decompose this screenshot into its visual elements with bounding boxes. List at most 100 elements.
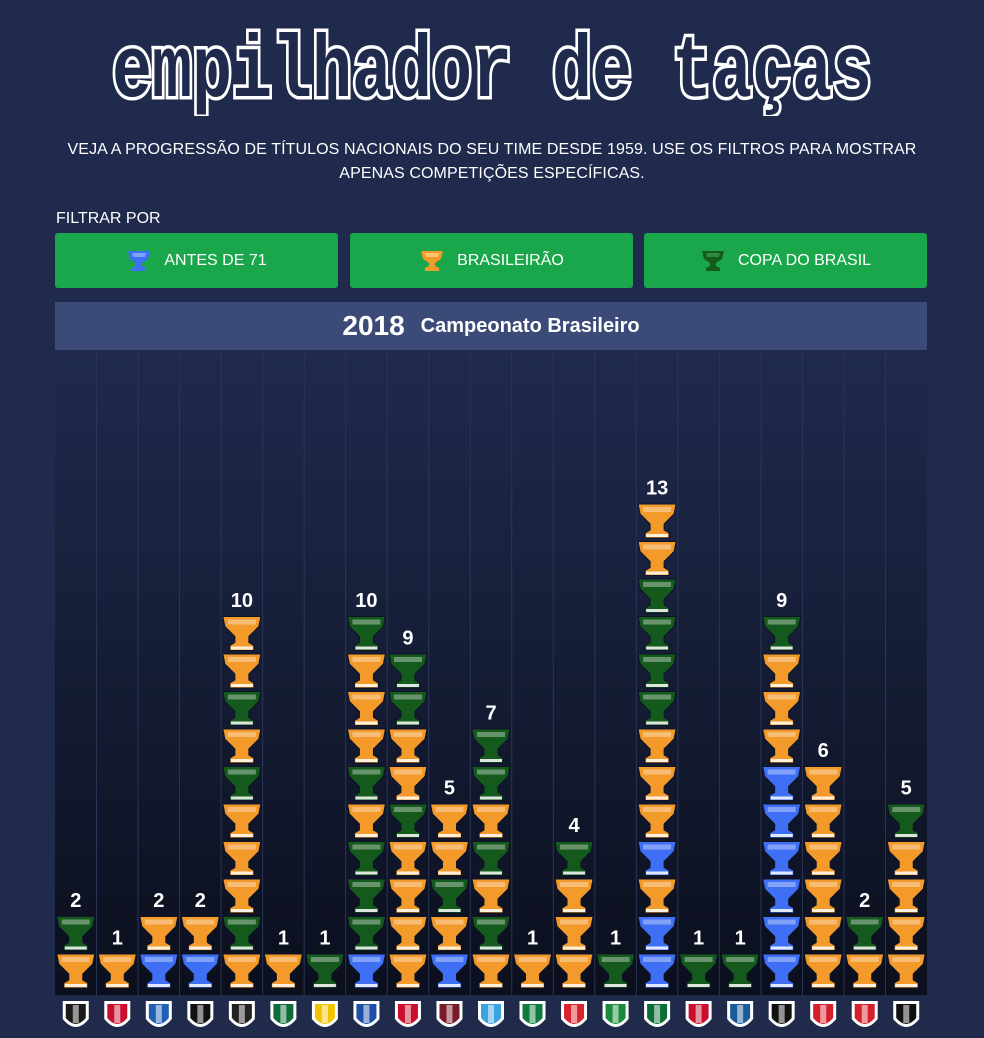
trophy-copa-do-brasil-icon <box>679 953 719 989</box>
trophy-brasileirao-icon <box>803 766 843 801</box>
filter-copa-do-brasil-button[interactable]: COPA DO BRASIL <box>644 233 927 288</box>
atletico-pr-crest-icon[interactable] <box>104 1001 131 1027</box>
trophy-brasileirao-icon <box>637 766 677 801</box>
chart-competition: Campeonato Brasileiro <box>420 314 640 337</box>
trophy-brasileirao-icon <box>222 616 262 651</box>
trophy-brasileirao-icon <box>222 841 262 876</box>
trophy-brasileirao-icon <box>554 916 594 951</box>
trophy-brasileirao-icon <box>222 803 262 839</box>
total-label: 6 <box>818 740 829 762</box>
sport-crest-icon[interactable] <box>851 1001 878 1027</box>
atletico-mg-crest-icon[interactable] <box>62 1001 89 1027</box>
total-label: 5 <box>444 778 455 800</box>
trophy-antes-de-71-icon <box>637 953 677 989</box>
trophy-green-icon <box>701 250 724 271</box>
internacional-crest-icon[interactable] <box>561 1001 588 1027</box>
total-label: 9 <box>402 628 413 650</box>
total-label: 2 <box>153 890 164 912</box>
trophy-brasileirao-icon <box>637 728 677 764</box>
trophy-blue-icon <box>128 250 151 271</box>
team-logo-strip <box>55 995 927 1038</box>
total-label: 2 <box>195 890 206 912</box>
corinthians-crest-icon[interactable] <box>228 1001 255 1027</box>
trophy-brasileirao-icon <box>637 541 677 576</box>
palmeiras-crest-icon[interactable] <box>644 1001 671 1027</box>
trophy-antes-de-71-icon <box>762 916 802 951</box>
trophy-brasileirao-icon <box>346 803 387 839</box>
trophy-brasileirao-icon <box>263 953 303 989</box>
trophy-brasileirao-icon <box>637 803 677 839</box>
bahia-crest-icon[interactable] <box>145 1001 172 1027</box>
total-label: 9 <box>776 590 787 612</box>
trophy-copa-do-brasil-icon <box>886 803 926 839</box>
juventude-crest-icon[interactable] <box>602 1001 629 1027</box>
trophy-antes-de-71-icon <box>762 766 802 801</box>
trophy-brasileirao-icon <box>845 953 885 989</box>
vasco-crest-icon[interactable] <box>893 1001 920 1027</box>
trophy-brasileirao-icon <box>429 803 470 839</box>
trophy-brasileirao-icon <box>554 953 594 989</box>
trophy-antes-de-71-icon <box>637 916 677 951</box>
trophy-brasileirao-icon <box>762 728 802 764</box>
flamengo-crest-icon[interactable] <box>394 1001 421 1027</box>
fluminense-crest-icon[interactable] <box>436 1001 463 1027</box>
trophy-brasileirao-icon <box>388 878 428 914</box>
criciuma-crest-icon[interactable] <box>311 1001 338 1027</box>
total-label: 10 <box>231 590 253 612</box>
santo-andre-crest-icon[interactable] <box>727 1001 754 1027</box>
trophy-brasileirao-icon <box>346 728 387 764</box>
guarani-crest-icon[interactable] <box>519 1001 546 1027</box>
filter-antes-de-71-button[interactable]: ANTES DE 71 <box>55 233 338 288</box>
total-label: 1 <box>693 928 704 950</box>
trophy-copa-do-brasil-icon <box>222 766 262 801</box>
trophy-antes-de-71-icon <box>762 803 802 839</box>
trophy-copa-do-brasil-icon <box>222 691 262 726</box>
total-label: 4 <box>568 815 580 837</box>
trophy-brasileirao-icon <box>346 691 387 726</box>
filter-antes-de-71-label: ANTES DE 71 <box>164 251 267 269</box>
trophy-brasileirao-icon <box>512 953 553 989</box>
paulista-crest-icon[interactable] <box>685 1001 712 1027</box>
total-label: 1 <box>610 928 621 950</box>
trophy-antes-de-71-icon <box>762 841 802 876</box>
trophy-copa-do-brasil-icon <box>595 953 636 989</box>
cruzeiro-crest-icon[interactable] <box>353 1001 380 1027</box>
trophy-antes-de-71-icon <box>762 953 802 989</box>
chart-year: 2018 <box>342 310 405 341</box>
trophy-copa-do-brasil-icon <box>637 616 677 651</box>
trophy-copa-do-brasil-icon <box>471 916 511 951</box>
total-label: 1 <box>527 928 538 950</box>
total-label: 1 <box>112 928 123 950</box>
total-label: 10 <box>355 590 377 612</box>
trophy-brasileirao-icon <box>886 916 926 951</box>
total-label: 7 <box>485 703 496 725</box>
botafogo-crest-icon[interactable] <box>187 1001 214 1027</box>
trophy-brasileirao-icon <box>803 916 843 951</box>
trophy-brasileirao-icon <box>388 766 428 801</box>
trophy-copa-do-brasil-icon <box>637 578 677 614</box>
trophy-brasileirao-icon <box>139 916 179 951</box>
trophy-copa-do-brasil-icon <box>471 841 511 876</box>
gremio-crest-icon[interactable] <box>478 1001 504 1027</box>
santos-crest-icon[interactable] <box>768 1001 795 1027</box>
trophy-copa-do-brasil-icon <box>471 766 511 801</box>
trophy-brasileirao-icon <box>56 953 96 989</box>
trophy-brasileirao-icon <box>471 953 511 989</box>
trophy-brasileirao-icon <box>97 953 137 989</box>
trophy-antes-de-71-icon <box>139 953 179 989</box>
trophy-brasileirao-icon <box>886 953 926 989</box>
trophy-copa-do-brasil-icon <box>554 841 594 876</box>
chart-header: 2018 Campeonato Brasileiro <box>55 302 927 350</box>
trophy-copa-do-brasil-icon <box>637 691 677 726</box>
sao-paulo-crest-icon[interactable] <box>810 1001 837 1027</box>
filter-brasileirao-label: BRASILEIRÃO <box>457 251 564 269</box>
trophy-copa-do-brasil-icon <box>222 916 262 951</box>
trophy-brasileirao-icon <box>554 878 594 914</box>
total-label: 1 <box>319 928 330 950</box>
coritiba-crest-icon[interactable] <box>270 1001 297 1027</box>
trophy-brasileirao-icon <box>471 878 511 914</box>
trophy-brasileirao-icon <box>222 953 262 989</box>
filter-brasileirao-button[interactable]: BRASILEIRÃO <box>350 233 633 288</box>
trophy-brasileirao-icon <box>803 953 843 989</box>
